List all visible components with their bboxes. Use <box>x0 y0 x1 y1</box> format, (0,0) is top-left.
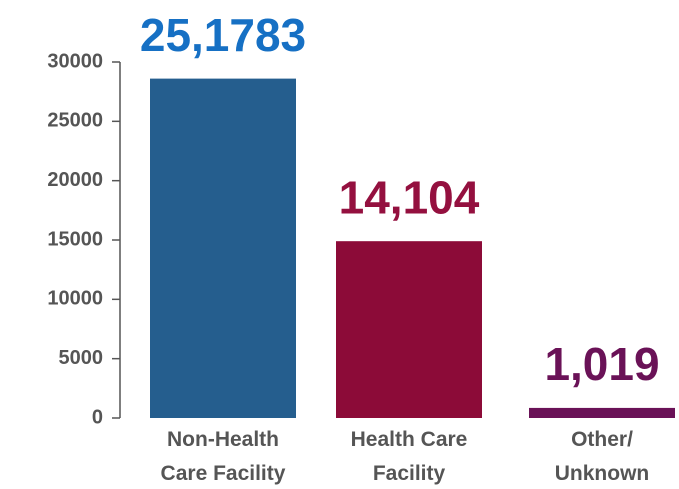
y-tick-label: 0 <box>92 406 103 428</box>
bar-annotation: 25,1783 <box>140 9 306 61</box>
x-tick-label: Health Care Facility <box>350 428 468 485</box>
y-tick-label: 15000 <box>47 228 103 250</box>
y-tick-label: 20000 <box>47 169 103 191</box>
y-tick-label: 30000 <box>47 50 103 72</box>
bar <box>150 78 296 418</box>
y-tick-label: 10000 <box>47 288 103 310</box>
y-tick-label: 25000 <box>47 110 103 132</box>
x-tick-label: Other/ Unknown <box>554 428 650 485</box>
x-tick-label: Non-Health Care Facility <box>160 428 286 485</box>
bar-annotation: 14,104 <box>339 171 480 223</box>
y-tick-label: 5000 <box>59 347 104 369</box>
bar-annotation: 1,019 <box>544 338 659 390</box>
bar <box>529 407 675 418</box>
bar <box>336 241 482 418</box>
